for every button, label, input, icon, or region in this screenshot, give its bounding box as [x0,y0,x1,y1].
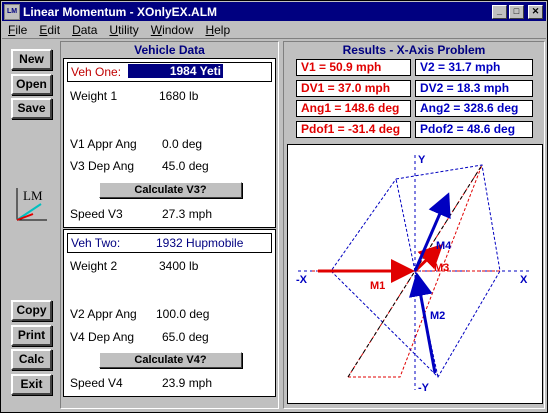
veh-one-name[interactable]: 1984 Yeti [128,64,223,78]
speed-v3-label: Speed V3 [70,207,123,221]
m2-label: M2 [430,310,445,322]
vehicle-data-panel: Vehicle Data Veh One: 1984 Yeti Weight 1… [60,41,279,409]
momentum-diagram: Y -Y -X X M1 M2 M3 M4 [287,144,543,404]
axis-y-label: Y [418,154,426,166]
vehicle-one-section: Veh One: 1984 Yeti Weight 1 1680 lb V1 A… [63,58,276,228]
vector-m3 [413,243,444,273]
new-button[interactable]: New [11,49,52,70]
result-pdof2: Pdof2 = 48.6 deg [415,121,533,138]
calc-button[interactable]: Calc [11,349,52,370]
v1-appr-ang-value[interactable]: 0.0 deg [162,137,203,151]
menu-window[interactable]: Window [150,22,194,37]
save-button[interactable]: Save [11,98,52,119]
v2-appr-ang-value[interactable]: 100.0 deg [156,307,210,321]
maximize-button[interactable]: □ [509,4,524,19]
side-toolbar: New Open Save LM Copy Print Calc Exit [3,41,53,411]
veh-two-label: Veh Two: [71,236,121,250]
logo-text: LM [23,188,43,203]
vehicle-data-title: Vehicle Data [134,43,205,57]
m1-label: M1 [370,280,385,292]
axis-neg-y-label: -Y [418,382,430,394]
vector-m2 [408,272,437,374]
veh-one-label: Veh One: [71,65,122,79]
menu-bar: File Edit Data Utility Window Help [2,21,546,39]
speed-v4-value[interactable]: 23.9 mph [162,376,213,390]
copy-button[interactable]: Copy [11,300,52,321]
speed-v3-value[interactable]: 27.3 mph [162,207,213,221]
calculate-v4-button[interactable]: Calculate V4? [99,352,242,368]
result-ang1: Ang1 = 148.6 deg [296,100,411,117]
axis-neg-x-label: -X [296,274,308,286]
title-bar[interactable]: LM Linear Momentum - XOnlyEX.ALM _ □ ✕ [2,2,546,21]
print-button[interactable]: Print [11,325,52,346]
result-v1: V1 = 50.9 mph [296,59,411,76]
window-title: Linear Momentum - XOnlyEX.ALM [23,4,218,19]
v2-appr-ang-label: V2 Appr Ang [70,307,137,321]
result-v2: V2 = 31.7 mph [415,59,533,76]
minimize-button[interactable]: _ [492,4,507,19]
vector-m4 [413,192,451,272]
menu-file[interactable]: File [8,22,28,37]
v3-dep-ang-value[interactable]: 45.0 deg [162,159,209,173]
exit-button[interactable]: Exit [11,374,52,395]
vehicle-two-section: Veh Two: 1932 Hupmobile Weight 2 3400 lb… [63,229,276,397]
v3-dep-ang-label: V3 Dep Ang [70,159,135,173]
v4-dep-ang-value[interactable]: 65.0 deg [162,330,209,344]
veh-one-field[interactable]: Veh One: 1984 Yeti [67,62,272,82]
weight1-label: Weight 1 [70,89,118,103]
menu-data[interactable]: Data [72,22,98,37]
weight2-value[interactable]: 3400 lb [159,259,199,273]
menu-edit[interactable]: Edit [39,22,61,37]
result-ang2: Ang2 = 328.6 deg [415,100,533,117]
app-icon[interactable]: LM [4,3,20,20]
construction-lines-blue [330,164,501,378]
weight2-label: Weight 2 [70,259,118,273]
result-dv2: DV2 = 18.3 mph [415,80,533,97]
weight1-value[interactable]: 1680 lb [159,89,199,103]
axis-x-label: X [520,274,528,286]
result-dv1: DV1 = 37.0 mph [296,80,411,97]
veh-two-name[interactable]: 1932 Hupmobile [156,236,244,250]
results-title: Results - X-Axis Problem [342,43,486,57]
v1-appr-ang-label: V1 Appr Ang [70,137,137,151]
m4-label: M4 [436,240,452,252]
lm-logo-icon: LM [16,188,47,221]
m3-label: M3 [434,262,449,274]
momentum-diagram-svg: Y -Y -X X M1 M2 M3 M4 [296,154,532,394]
result-pdof1: Pdof1 = -31.4 deg [296,121,411,138]
menu-utility[interactable]: Utility [109,22,139,37]
veh-two-field[interactable]: Veh Two: 1932 Hupmobile [67,233,272,253]
open-button[interactable]: Open [11,74,52,95]
v4-dep-ang-label: V4 Dep Ang [70,330,135,344]
close-button[interactable]: ✕ [528,4,543,19]
speed-v4-label: Speed V4 [70,376,123,390]
menu-help[interactable]: Help [205,22,231,37]
calculate-v3-button[interactable]: Calculate V3? [99,182,242,198]
